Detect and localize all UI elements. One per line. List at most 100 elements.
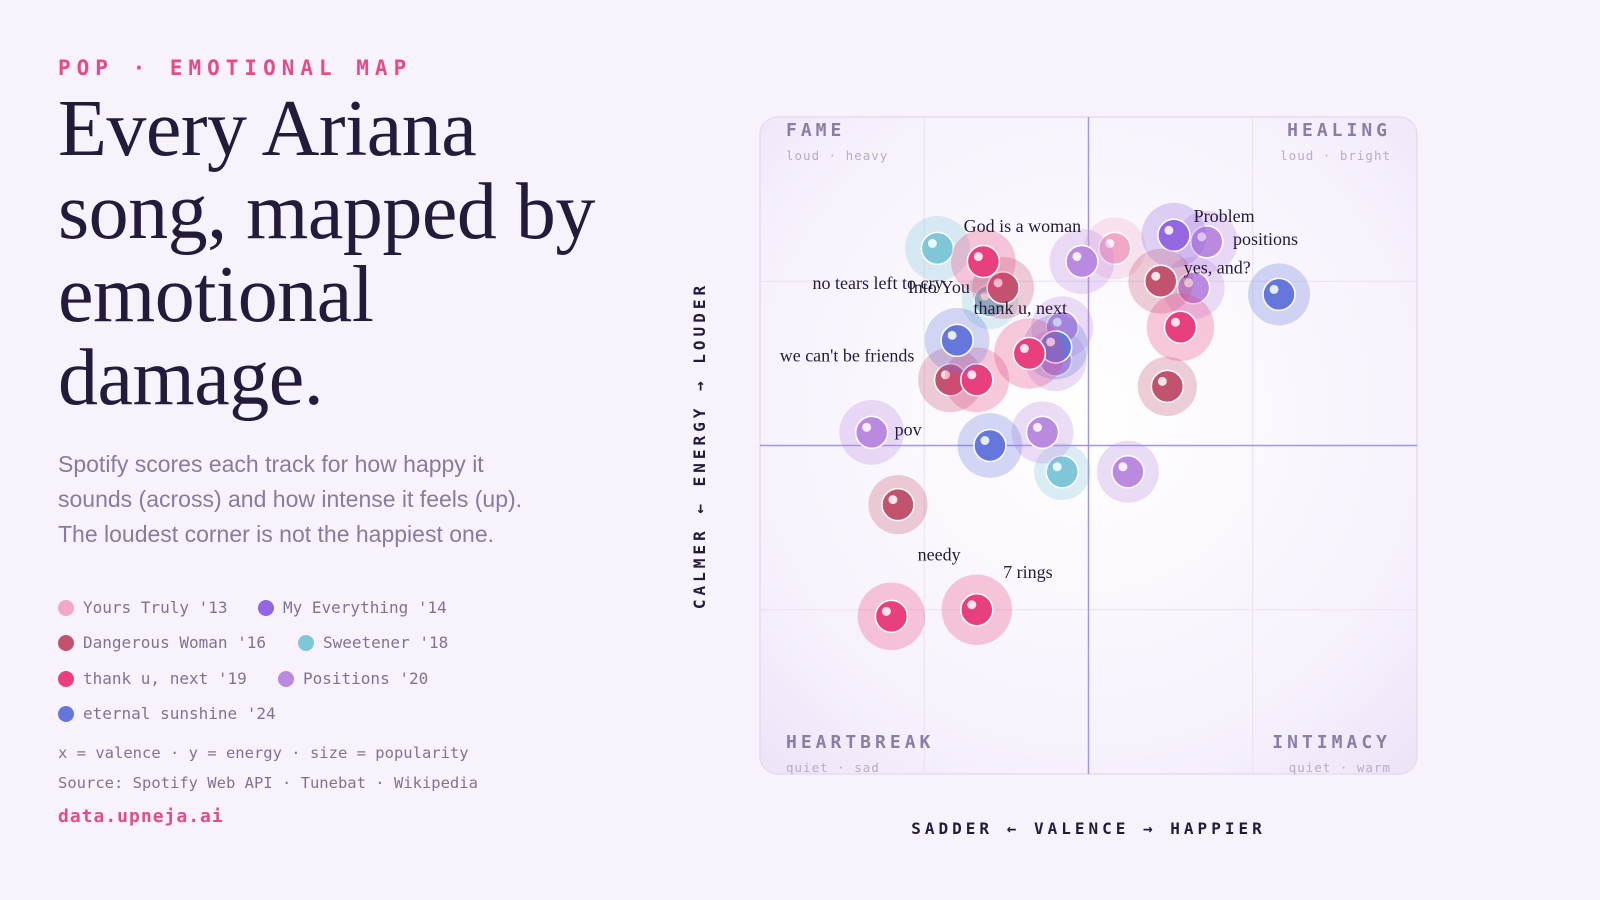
bubble-core (960, 593, 994, 627)
y-axis-label: CALMER ← ENERGY → LOUDER (690, 282, 709, 609)
legend-swatch (58, 599, 74, 616)
bubble-highlight (1197, 232, 1207, 242)
song-bubble (1011, 401, 1074, 464)
bubble-halo (994, 318, 1065, 389)
bubble-halo (839, 399, 905, 465)
bubble-halo (1137, 356, 1197, 416)
bubble-core (973, 284, 1007, 318)
song-bubble (972, 256, 1035, 319)
bubble-core (986, 271, 1020, 305)
legend-swatch (58, 705, 74, 722)
song-bubble (1096, 440, 1159, 503)
legend-swatch (298, 634, 314, 651)
legend-item: Yours Truly '13 (58, 598, 228, 617)
bubble-highlight (888, 495, 898, 505)
legend-label: eternal sunshine '24 (83, 704, 276, 723)
bubble-core (973, 428, 1007, 463)
bubble-halo (1024, 329, 1087, 392)
song-bubble (1083, 217, 1146, 280)
bubble-halo (1162, 256, 1225, 319)
bubble-highlight (927, 238, 937, 248)
bubble-core (1150, 369, 1185, 404)
quadrant-subtitle: loud · heavy (786, 148, 888, 163)
kicker: POP · EMOTIONAL MAP (58, 56, 413, 80)
song-label: needy (918, 544, 961, 564)
bubble-halo (1011, 401, 1074, 464)
legend-item: Positions '20 (278, 669, 428, 688)
bubble-halo (868, 475, 928, 535)
song-bubble (1175, 210, 1238, 273)
song-bubble (1023, 314, 1089, 380)
legend-label: Sweetener '18 (323, 633, 449, 652)
bubble-highlight (947, 330, 957, 340)
bubble-core (1025, 415, 1060, 450)
song-bubble (1162, 256, 1225, 319)
encoding-note: x = valence · y = energy · size = popula… (58, 744, 469, 762)
song-bubble (1137, 356, 1197, 416)
page-title: Every Ariana song, mapped by emotional d… (58, 85, 595, 422)
bubble-halo (941, 574, 1013, 645)
legend-item: thank u, next '19 (58, 669, 247, 688)
bubble-core (1045, 455, 1079, 489)
bubble-core (920, 231, 955, 266)
song-bubble (941, 574, 1013, 645)
bubble-halo (1146, 293, 1215, 362)
bubble-highlight (980, 436, 990, 445)
bubble-core (1098, 231, 1132, 266)
legend-swatch (258, 599, 274, 616)
song-bubble (994, 318, 1065, 389)
bubble-halo (1049, 229, 1115, 294)
song-label: 7 rings (1003, 562, 1053, 582)
song-label: God is a woman (964, 216, 1081, 236)
bubble-highlight (1046, 337, 1056, 347)
bubble-halo (1096, 440, 1159, 503)
bubble-halo (961, 272, 1019, 330)
bubble-core (1262, 277, 1296, 312)
quadrant-subtitle: quiet · sad (786, 760, 880, 775)
bubble-halo (1175, 210, 1238, 273)
bubble-core (1157, 218, 1191, 253)
bubble-halo (924, 307, 990, 373)
bubble-highlight (1046, 350, 1056, 360)
song-bubble (1034, 443, 1091, 500)
song-bubble (1024, 329, 1087, 392)
bubble-halo (918, 347, 983, 413)
bubble-highlight (881, 606, 891, 616)
song-bubble (1049, 229, 1115, 294)
quadrant-subtitle: quiet · warm (1289, 760, 1391, 775)
song-bubble (1128, 248, 1194, 314)
bubble-core (1190, 225, 1224, 259)
bubble-halo (857, 582, 926, 651)
song-bubble (950, 229, 1016, 294)
bubble-highlight (1019, 344, 1029, 354)
bubble-core (1065, 244, 1099, 279)
bubble-halo (972, 256, 1035, 319)
song-label: Into You (908, 277, 970, 297)
legend-swatch (58, 634, 74, 651)
song-bubble (1146, 293, 1215, 362)
bubble-core (1038, 343, 1073, 377)
bubble-highlight (1052, 462, 1062, 472)
song-label: yes, and? (1184, 257, 1251, 277)
song-bubble (839, 399, 905, 465)
bubble-halo (1083, 217, 1146, 280)
song-bubble (918, 347, 983, 413)
legend-item: Dangerous Woman '16 (58, 633, 266, 652)
bubble-halo (950, 229, 1016, 294)
site-link[interactable]: data.upneja.ai (58, 806, 224, 827)
legend-label: Dangerous Woman '16 (83, 633, 267, 652)
bubble-highlight (967, 370, 977, 380)
bubble-highlight (1151, 271, 1161, 281)
quadrant-title: INTIMACY (1272, 732, 1391, 753)
quadrant-title: FAME (786, 120, 845, 141)
legend-label: Positions '20 (303, 669, 429, 688)
bubble-halo (904, 216, 970, 281)
quadrant-title: HEARTBREAK (786, 732, 934, 753)
bubble-highlight (1052, 317, 1062, 327)
song-bubble (868, 475, 928, 535)
bubble-highlight (1072, 252, 1082, 262)
legend-item: Sweetener '18 (298, 633, 448, 652)
source-note: Source: Spotify Web API · Tunebat · Wiki… (58, 774, 478, 792)
quadrant-subtitle: loud · bright (1280, 148, 1391, 163)
bubble-highlight (1157, 376, 1167, 386)
